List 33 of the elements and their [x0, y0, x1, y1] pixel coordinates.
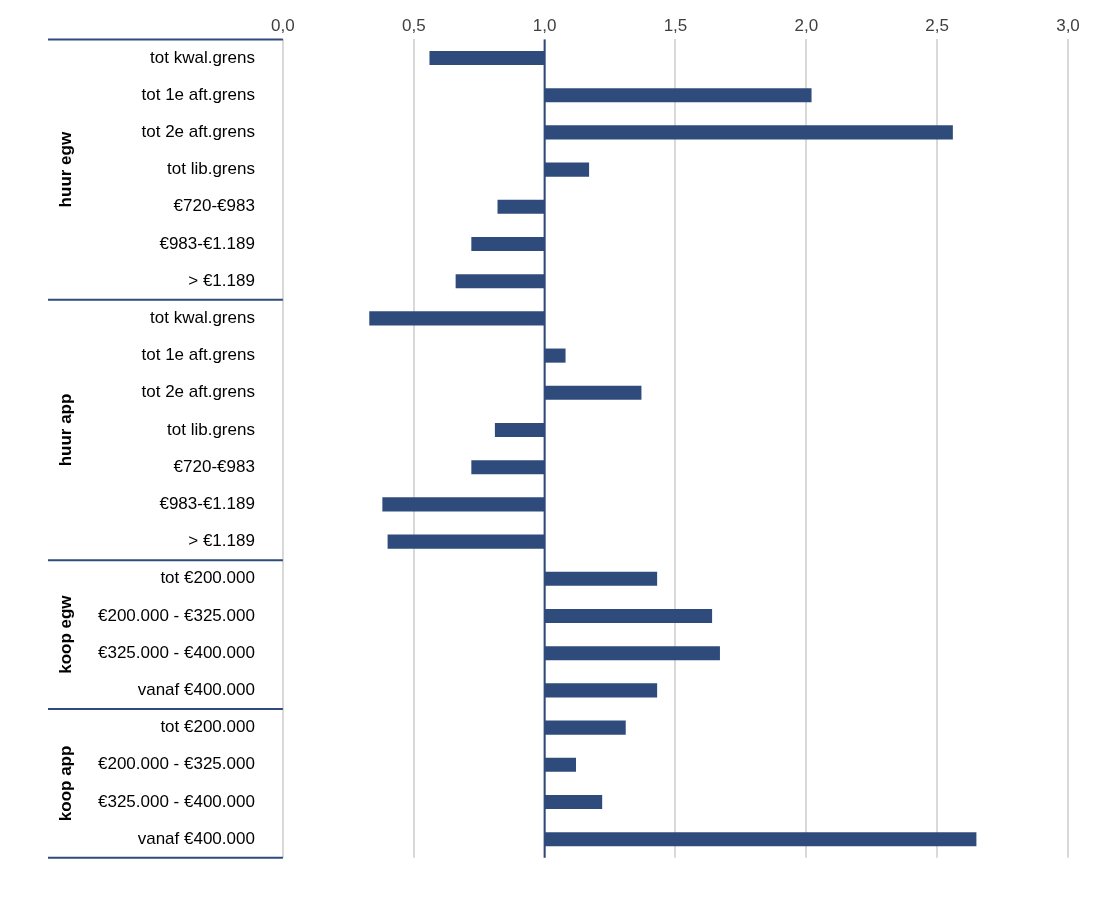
x-tick-label: 2,5 — [925, 15, 949, 35]
y-tick-label: tot lib.grens — [167, 419, 255, 439]
y-tick-label: tot 2e aft.grens — [141, 382, 255, 402]
y-tick-label: > €1.189 — [188, 531, 255, 551]
y-tick-label: tot 1e aft.grens — [141, 84, 255, 104]
x-tick-label: 1,0 — [532, 15, 557, 35]
y-tick-label: vanaf €400.000 — [137, 680, 255, 700]
text: koop app — [55, 745, 75, 822]
x-tick-label: 0,0 — [271, 15, 295, 35]
y-tick-label: tot 2e aft.grens — [141, 122, 255, 142]
text: koop egw — [55, 594, 75, 674]
y-tick-label: tot €200.000 — [160, 717, 255, 737]
y-tick-label: €325.000 - €400.000 — [98, 642, 255, 662]
y-tick-label: > €1.189 — [188, 270, 255, 290]
x-tick-label: 0,5 — [401, 15, 426, 35]
y-tick-label: tot lib.grens — [167, 159, 255, 179]
y-tick-label: tot €200.000 — [160, 568, 255, 588]
x-tick-label: 2,0 — [794, 15, 819, 35]
y-tick-label: €325.000 - €400.000 — [98, 791, 255, 811]
y-tick-label: €720-€983 — [173, 456, 255, 476]
y-tick-label: €200.000 - €325.000 — [98, 754, 255, 774]
x-tick-label: 3,0 — [1056, 15, 1080, 35]
y-tick-label: €720-€983 — [173, 196, 255, 216]
y-tick-label: €983-€1.189 — [159, 233, 255, 253]
text: huur app — [55, 393, 75, 467]
y-tick-label: tot kwal.grens — [150, 308, 255, 328]
y-tick-label: tot kwal.grens — [150, 47, 255, 67]
y-tick-label: tot 1e aft.grens — [141, 345, 255, 365]
y-tick-label: €200.000 - €325.000 — [98, 605, 255, 625]
text: huur egw — [55, 131, 75, 208]
y-tick-label: vanaf €400.000 — [137, 828, 255, 848]
x-tick-label: 1,5 — [663, 15, 688, 35]
y-tick-label: €983-€1.189 — [159, 494, 255, 514]
